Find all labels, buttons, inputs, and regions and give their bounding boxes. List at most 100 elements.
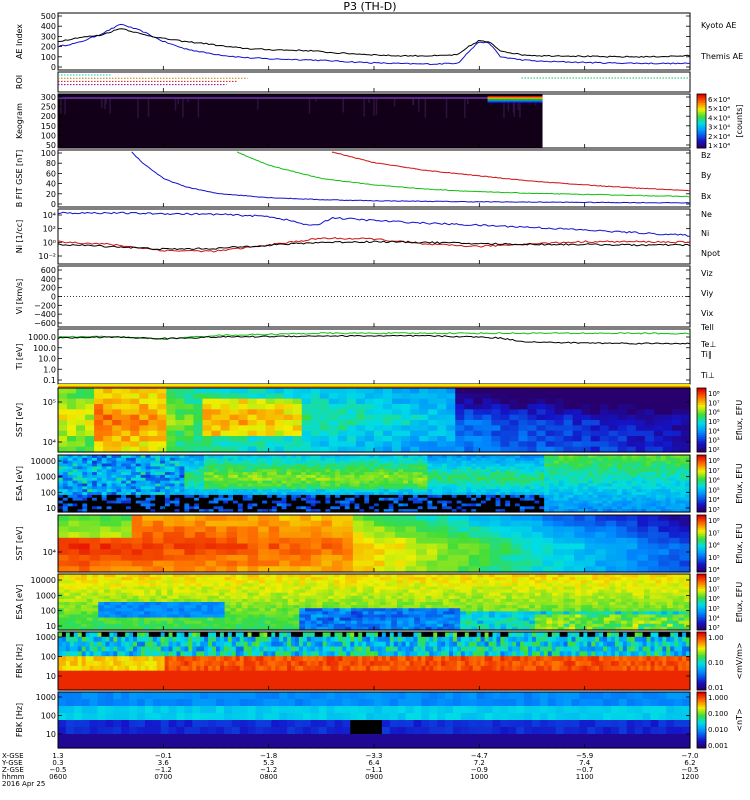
esa1-cell <box>262 477 268 482</box>
sst2-cell <box>68 549 80 556</box>
esa1-cell <box>514 474 521 479</box>
sst1-cell <box>292 430 303 437</box>
sst2-cell <box>384 549 396 556</box>
esa1-cell <box>135 457 142 462</box>
sst2-cell <box>395 532 407 539</box>
sst2-cell <box>100 537 112 545</box>
esa1-cell <box>505 489 511 493</box>
esa1-cell <box>364 489 370 493</box>
sst2-cell <box>458 515 470 522</box>
esa1-cell <box>228 466 234 470</box>
esa1-cell <box>597 503 604 507</box>
sst2-cell <box>658 526 670 533</box>
esa2-cell <box>190 577 197 581</box>
esa1-cell <box>369 480 375 485</box>
sst1-cell <box>464 430 474 437</box>
esa1-cell <box>374 472 380 476</box>
esa1-cell <box>82 480 88 485</box>
esa1-cell <box>77 469 83 473</box>
esa1-cell <box>680 486 686 490</box>
esa2-cell <box>98 620 105 625</box>
sst1-cell <box>256 420 267 426</box>
sst2-cell <box>89 537 101 545</box>
esa1-cell <box>291 480 297 485</box>
sst2-cell <box>331 537 343 545</box>
sst2-cell <box>310 560 322 567</box>
sst1-cell <box>355 414 366 421</box>
esa1-cell <box>612 503 618 507</box>
esa1-cell <box>485 509 492 513</box>
esa2-cell <box>115 617 122 622</box>
sst1-cell <box>554 388 565 394</box>
esa1-cell <box>597 460 604 465</box>
sst2-cell <box>395 543 407 550</box>
esa1-cell <box>500 486 506 490</box>
sst1-cell <box>112 404 122 410</box>
esa1-cell <box>155 486 161 490</box>
esa2-cell <box>103 595 111 600</box>
sst1-cell <box>572 414 583 421</box>
sst1-cell <box>247 425 258 432</box>
esa1-cell <box>587 460 594 465</box>
esa1-cell <box>135 486 142 490</box>
esa1-cell <box>77 492 83 496</box>
sst1-cell <box>265 404 276 410</box>
esa1-cell <box>72 455 79 459</box>
esa1-cell <box>680 483 686 487</box>
esa1-cell <box>169 480 176 485</box>
esa1-cell <box>519 506 526 510</box>
esa1-cell <box>150 480 156 485</box>
sst2-cell <box>58 566 70 573</box>
sst2-cell <box>352 520 365 527</box>
esa1-cell <box>675 503 681 507</box>
sst2-cell <box>68 520 80 527</box>
esa1-cell <box>286 489 292 493</box>
esa2-cell <box>63 614 71 619</box>
esa1-cell <box>544 472 550 476</box>
esa1-cell <box>461 474 467 479</box>
sst1-cell <box>193 388 204 394</box>
sst1-cell <box>419 398 429 405</box>
esa1-cell <box>631 494 638 499</box>
sst1-cell <box>274 388 285 394</box>
esa1-cell <box>651 472 657 476</box>
sst2-colorbar-tick: 10⁵ <box>708 554 720 562</box>
keogram-ytick-label: 200 <box>41 112 56 121</box>
sst2-cell <box>542 560 554 567</box>
esa2-cell <box>69 614 76 619</box>
esa1-cell <box>660 457 667 462</box>
esa1-cell <box>286 474 292 479</box>
esa2-cell <box>109 574 117 578</box>
esa2-cell <box>92 617 99 622</box>
sst1-cell <box>527 441 538 448</box>
sst1-cell <box>644 398 655 405</box>
esa1-cell <box>140 460 147 465</box>
esa1-cell <box>267 477 273 482</box>
esa1-cell <box>208 492 215 496</box>
esa1-cell <box>446 480 453 485</box>
esa1-cell <box>310 466 317 470</box>
esa1-cell <box>305 455 312 459</box>
esa1-cell <box>364 494 370 499</box>
esa1-colorbar-cell <box>697 462 706 465</box>
esa1-cell <box>276 492 283 496</box>
esa2-cell <box>69 620 76 625</box>
sst1-cell <box>112 420 122 426</box>
esa1-cell <box>412 480 419 485</box>
sst2-cell <box>521 543 533 550</box>
sst2-cell <box>637 566 649 573</box>
sst2-cell <box>173 549 185 556</box>
sst1-cell <box>202 436 213 442</box>
esa1-cell <box>621 500 628 505</box>
esa1-cell <box>354 494 361 499</box>
sst2-cell <box>426 520 438 527</box>
sst1-cell <box>572 430 583 437</box>
sst1-cell <box>644 420 655 426</box>
esa1-cell <box>267 497 273 502</box>
esa1-cell <box>388 474 395 479</box>
sst1-cell <box>130 409 140 416</box>
esa1-cell <box>179 472 185 476</box>
esa1-cell <box>77 506 83 510</box>
sst2-cell <box>626 520 638 527</box>
sst1-cell <box>464 404 474 410</box>
